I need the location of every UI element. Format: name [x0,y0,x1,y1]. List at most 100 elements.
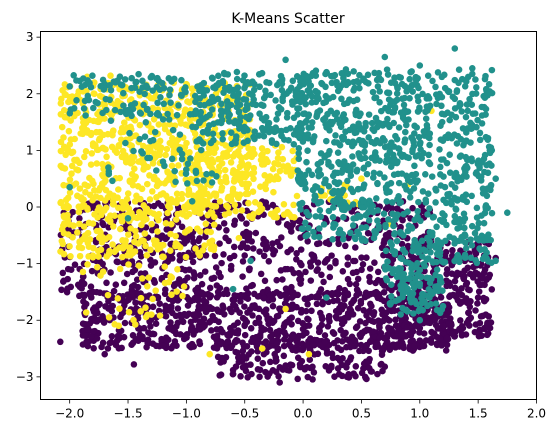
scatter-point [297,234,304,241]
scatter-point [251,150,258,158]
scatter-point [313,240,321,248]
scatter-point [401,182,408,190]
scatter-point [224,338,232,345]
scatter-point [141,90,148,98]
scatter-point [432,300,440,307]
scatter-point [473,84,480,91]
scatter-point [96,92,104,100]
scatter-point [89,252,97,259]
scatter-point [181,108,189,115]
scatter-point [391,230,398,237]
scatter-point [130,361,138,368]
scatter-point [443,221,450,229]
scatter-point [314,167,322,175]
scatter-point [136,135,143,143]
scatter-point [94,263,101,271]
scatter-point [174,305,182,312]
scatter-point [312,193,319,201]
scatter-point [114,97,121,105]
scatter-point [263,79,270,86]
scatter-point [136,331,144,338]
scatter-point [153,167,160,174]
scatter-point [156,300,163,307]
scatter-point [458,330,466,338]
scatter-point [128,142,135,150]
scatter-point [381,174,388,181]
scatter-point [393,266,400,274]
scatter-point [60,203,68,211]
scatter-point [237,113,244,121]
scatter-point [231,150,239,157]
scatter-point [136,121,144,129]
scatter-point [126,244,134,251]
scatter-point [414,260,421,267]
scatter-point [202,220,210,228]
scatter-point [381,53,389,61]
scatter-point [173,138,180,146]
scatter-point [408,337,416,344]
scatter-point [109,200,117,208]
scatter-point [196,325,204,333]
scatter-point [179,318,187,326]
scatter-point [474,294,482,301]
scatter-point [358,254,365,261]
scatter-point [444,109,451,116]
scatter-point [239,364,247,371]
scatter-point [383,66,391,73]
scatter-point [385,216,392,223]
scatter-point [313,300,321,308]
scatter-point [151,279,158,286]
scatter-point [83,127,91,134]
scatter-point [67,253,74,260]
scatter-point [93,227,101,235]
scatter-point [273,368,280,376]
scatter-point [480,219,488,227]
scatter-point [270,317,278,325]
scatter-point [208,74,216,82]
scatter-point [407,178,414,186]
scatter-point [459,196,467,203]
scatter-point [342,242,349,250]
scatter-point [405,154,412,162]
scatter-point [298,199,306,207]
scatter-point [393,135,401,143]
scatter-point [372,149,379,156]
scatter-point [393,333,401,340]
scatter-point [163,226,170,233]
scatter-point [359,261,367,268]
scatter-point [259,359,267,367]
scatter-point [115,186,122,193]
scatter-point [258,115,266,122]
scatter-point [66,176,74,183]
scatter-point [60,107,68,114]
scatter-point [436,334,444,342]
scatter-point [71,261,79,268]
scatter-point [320,278,327,286]
scatter-point [306,356,314,363]
scatter-point [86,79,93,87]
scatter-point [225,193,232,201]
scatter-point [434,69,442,76]
scatter-point [182,170,190,177]
scatter-point [207,139,215,147]
scatter-point [219,130,226,137]
scatter-point [241,174,249,181]
scatter-point [297,98,304,106]
scatter-point [357,297,365,305]
scatter-point [107,72,114,79]
scatter-point [316,341,324,349]
scatter-point [335,240,342,248]
scatter-point [153,75,160,82]
scatter-point [264,373,271,380]
scatter-point [347,229,354,237]
scatter-point [239,240,247,247]
scatter-point [128,291,135,298]
scatter-point [451,257,458,265]
scatter-point [178,76,185,84]
scatter-point [192,203,199,210]
scatter-point [357,341,365,349]
scatter-point [446,169,454,176]
scatter-point [260,350,268,358]
scatter-point [329,354,337,362]
scatter-point [304,315,311,323]
